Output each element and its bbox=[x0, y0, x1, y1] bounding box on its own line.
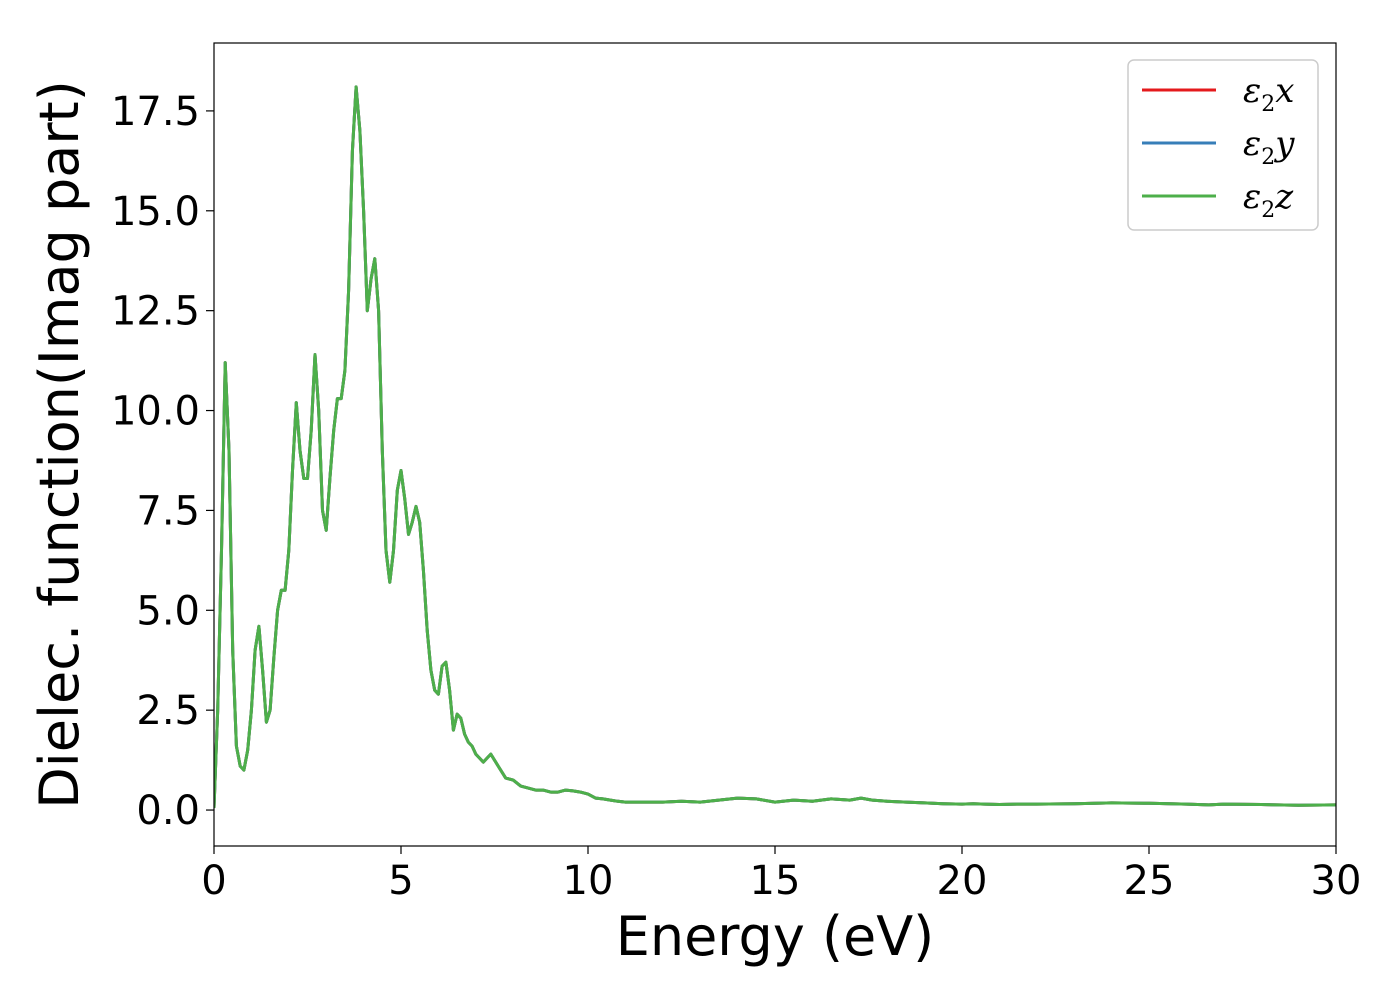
y-tick-label: 17.5 bbox=[111, 89, 200, 135]
y-tick-label: 12.5 bbox=[111, 289, 200, 335]
y-tick-label: 15.0 bbox=[111, 189, 200, 235]
legend-label-x: ε2x bbox=[1243, 71, 1294, 117]
series-line-z bbox=[214, 85, 1336, 809]
y-tick-label: 0.0 bbox=[136, 788, 200, 834]
x-tick-label: 30 bbox=[1311, 858, 1362, 904]
legend-label-z: ε2z bbox=[1243, 177, 1294, 223]
x-tick-label: 10 bbox=[563, 858, 614, 904]
series-layer bbox=[214, 85, 1336, 809]
x-tick-label: 0 bbox=[201, 858, 226, 904]
y-tick-label: 5.0 bbox=[136, 588, 200, 634]
x-axis-label: Energy (eV) bbox=[616, 905, 935, 968]
x-tick-label: 5 bbox=[388, 858, 413, 904]
y-axis-label: Dielec. function(Imag part) bbox=[28, 80, 91, 809]
y-tick-label: 10.0 bbox=[111, 389, 200, 435]
x-axis: 0 5 10 15 20 25 30 bbox=[201, 846, 1361, 904]
x-tick-label: 15 bbox=[750, 858, 801, 904]
legend-label-y: ε2y bbox=[1243, 124, 1295, 170]
y-tick-label: 7.5 bbox=[136, 488, 200, 534]
legend-box bbox=[1127, 59, 1319, 231]
y-axis: 0.0 2.5 5.0 7.5 10.0 12.5 15.0 17.5 bbox=[111, 89, 214, 834]
x-tick-label: 25 bbox=[1124, 858, 1175, 904]
x-tick-label: 20 bbox=[937, 858, 988, 904]
legend: ε2x ε2y ε2z bbox=[1127, 59, 1319, 231]
y-tick-label: 2.5 bbox=[136, 688, 200, 734]
